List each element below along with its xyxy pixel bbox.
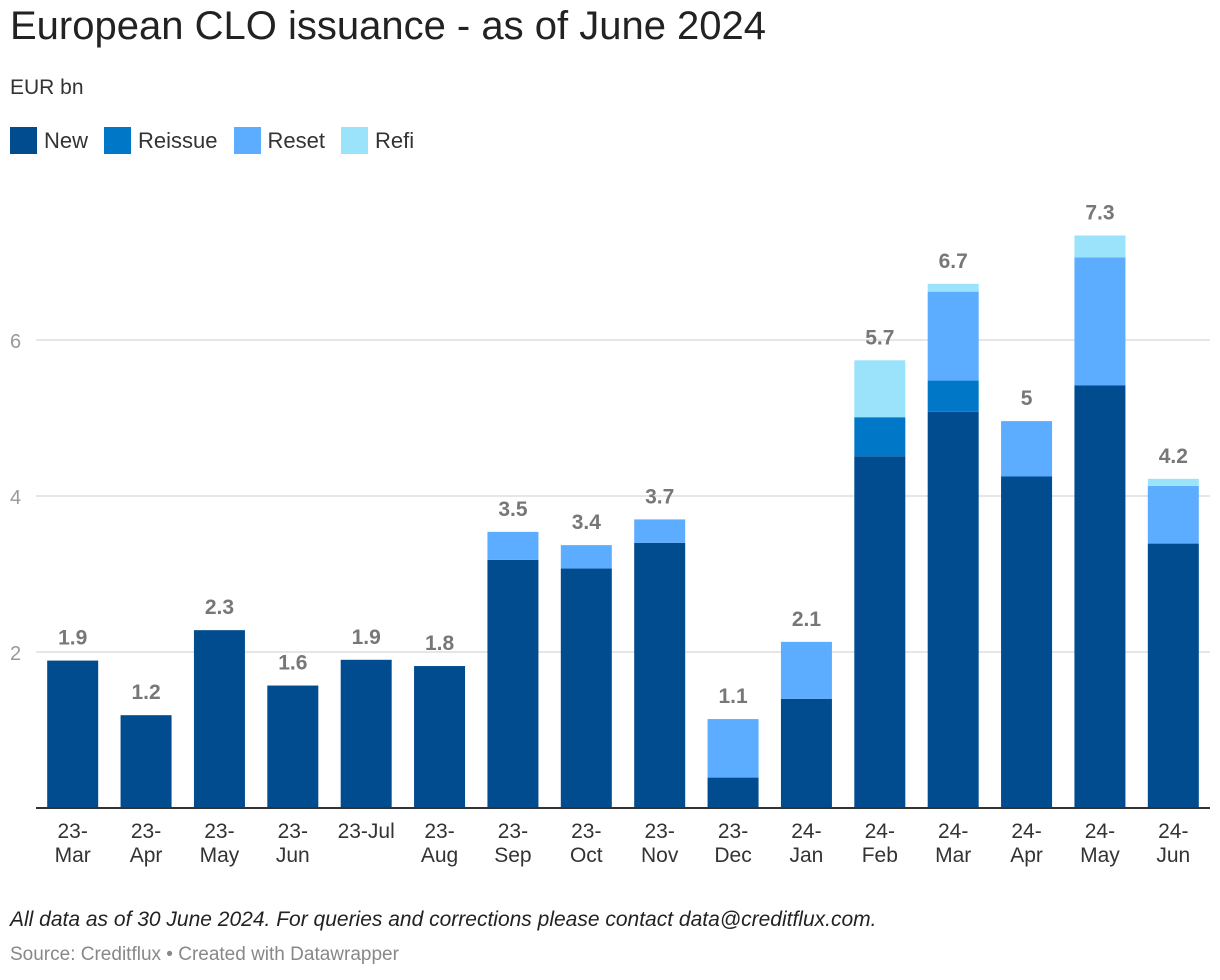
bar-segment-new-13 — [1001, 476, 1053, 808]
total-label-7: 3.4 — [572, 511, 602, 534]
x-tick-label-6-1: Sep — [494, 844, 531, 867]
total-label-9: 1.1 — [718, 685, 748, 708]
chart-legend: New Reissue Reset Refi — [10, 127, 414, 154]
x-tick-label-9-1: Dec — [714, 844, 751, 867]
x-tick-label-12-1: Mar — [935, 844, 971, 867]
legend-swatch-refi — [340, 127, 368, 154]
stacked-bar-chart: 2461.923-Mar1.223-Apr2.323-May1.623-Jun1… — [10, 201, 1210, 867]
bar-segment-new-7 — [560, 568, 612, 808]
total-label-12: 6.7 — [939, 250, 968, 273]
bar-segment-new-2 — [193, 630, 245, 808]
bar-segment-refi-12 — [927, 283, 979, 292]
bar-segment-reset-7 — [560, 545, 612, 569]
chart-title: European CLO issuance - as of June 2024 — [10, 4, 767, 48]
legend-item-reset: Reset — [233, 127, 325, 154]
total-label-13: 5 — [1021, 387, 1033, 410]
legend-label-new: New — [44, 127, 89, 153]
bar-segment-reset-15 — [1147, 485, 1199, 544]
x-tick-label-15-0: 24- — [1158, 820, 1188, 843]
bar-segment-reset-6 — [487, 531, 539, 560]
legend-label-refi: Refi — [374, 127, 415, 153]
x-tick-label-3-1: Jun — [276, 844, 310, 867]
source-credit: Source: Creditflux • Created with Datawr… — [10, 944, 399, 965]
legend-label-reset: Reset — [267, 127, 325, 153]
x-tick-label-14-0: 24- — [1085, 820, 1115, 843]
x-tick-label-12-0: 24- — [938, 820, 968, 843]
x-tick-label-9-0: 23- — [718, 820, 748, 843]
bar-segment-reissue-12 — [927, 380, 979, 412]
x-tick-label-13-0: 24- — [1011, 820, 1041, 843]
legend-swatch-reset — [233, 127, 261, 154]
bar-segment-new-12 — [927, 411, 979, 808]
x-tick-label-11-1: Feb — [862, 844, 898, 867]
legend-swatch-new — [10, 127, 37, 154]
x-tick-label-7-1: Oct — [570, 844, 603, 867]
y-tick-label-4: 4 — [10, 487, 21, 509]
bar-segment-new-8 — [634, 542, 686, 808]
total-label-1: 1.2 — [131, 681, 160, 704]
bar-segment-new-15 — [1147, 543, 1199, 808]
total-label-0: 1.9 — [58, 627, 87, 650]
total-label-5: 1.8 — [425, 632, 455, 655]
bar-segment-refi-14 — [1074, 235, 1126, 258]
bar-segment-new-1 — [120, 715, 172, 808]
x-tick-label-15-1: Jun — [1156, 844, 1190, 867]
total-label-6: 3.5 — [498, 498, 528, 521]
y-tick-label-2: 2 — [10, 643, 21, 665]
y-tick-label-6: 6 — [10, 331, 21, 353]
bar-segment-new-3 — [267, 685, 319, 808]
x-tick-label-8-0: 23- — [645, 820, 675, 843]
total-label-8: 3.7 — [645, 485, 674, 508]
bar-segment-new-14 — [1074, 385, 1126, 808]
x-tick-label-1-1: Apr — [130, 844, 163, 867]
bar-segment-new-0 — [47, 660, 99, 808]
x-tick-label-13-1: Apr — [1010, 844, 1043, 867]
bar-segment-reset-8 — [634, 519, 686, 543]
bar-segment-reset-9 — [707, 719, 759, 778]
x-tick-label-8-1: Nov — [641, 844, 679, 867]
bar-segment-new-6 — [487, 559, 539, 808]
x-tick-label-1-0: 23- — [131, 820, 161, 843]
x-tick-label-14-1: May — [1080, 844, 1120, 867]
x-tick-label-10-0: 24- — [791, 820, 821, 843]
bar-segment-new-10 — [780, 698, 832, 808]
bar-segment-new-9 — [707, 777, 759, 808]
x-tick-label-2-0: 23- — [204, 820, 234, 843]
total-label-4: 1.9 — [352, 626, 381, 649]
bar-segment-reset-14 — [1074, 257, 1126, 386]
footnote: All data as of 30 June 2024. For queries… — [10, 908, 877, 931]
legend-item-refi: Refi — [340, 127, 415, 154]
bar-segment-refi-15 — [1147, 478, 1199, 486]
x-tick-label-5-0: 23- — [424, 820, 454, 843]
total-label-14: 7.3 — [1085, 201, 1114, 224]
total-label-11: 5.7 — [865, 326, 894, 349]
bar-segment-refi-11 — [854, 360, 906, 418]
total-label-2: 2.3 — [205, 596, 234, 619]
chart-subtitle: EUR bn — [10, 76, 84, 99]
x-tick-label-2-1: May — [200, 844, 240, 867]
x-tick-label-0-0: 23- — [58, 820, 88, 843]
x-tick-label-7-0: 23- — [571, 820, 601, 843]
bar-segment-reset-12 — [927, 291, 979, 381]
x-tick-label-11-0: 24- — [865, 820, 895, 843]
bar-segment-new-11 — [854, 456, 906, 808]
x-tick-label-10-1: Jan — [790, 844, 824, 867]
x-tick-label-5-1: Aug — [421, 844, 458, 867]
legend-label-reissue: Reissue — [138, 127, 218, 153]
bar-segment-reset-13 — [1001, 421, 1053, 477]
x-tick-label-3-0: 23- — [278, 820, 308, 843]
bar-segment-reset-10 — [780, 641, 832, 699]
x-tick-label-4-0: 23-Jul — [338, 820, 395, 843]
bar-segment-reissue-11 — [854, 417, 906, 457]
legend-item-new: New — [10, 127, 88, 154]
total-label-10: 2.1 — [792, 608, 822, 631]
x-tick-label-0-1: Mar — [55, 844, 91, 867]
bar-segment-new-4 — [340, 659, 392, 808]
x-tick-label-6-0: 23- — [498, 820, 528, 843]
legend-swatch-reissue — [104, 127, 132, 154]
total-label-3: 1.6 — [278, 652, 307, 675]
bar-segment-new-5 — [414, 666, 466, 808]
total-label-15: 4.2 — [1159, 445, 1188, 468]
legend-item-reissue: Reissue — [104, 127, 218, 154]
